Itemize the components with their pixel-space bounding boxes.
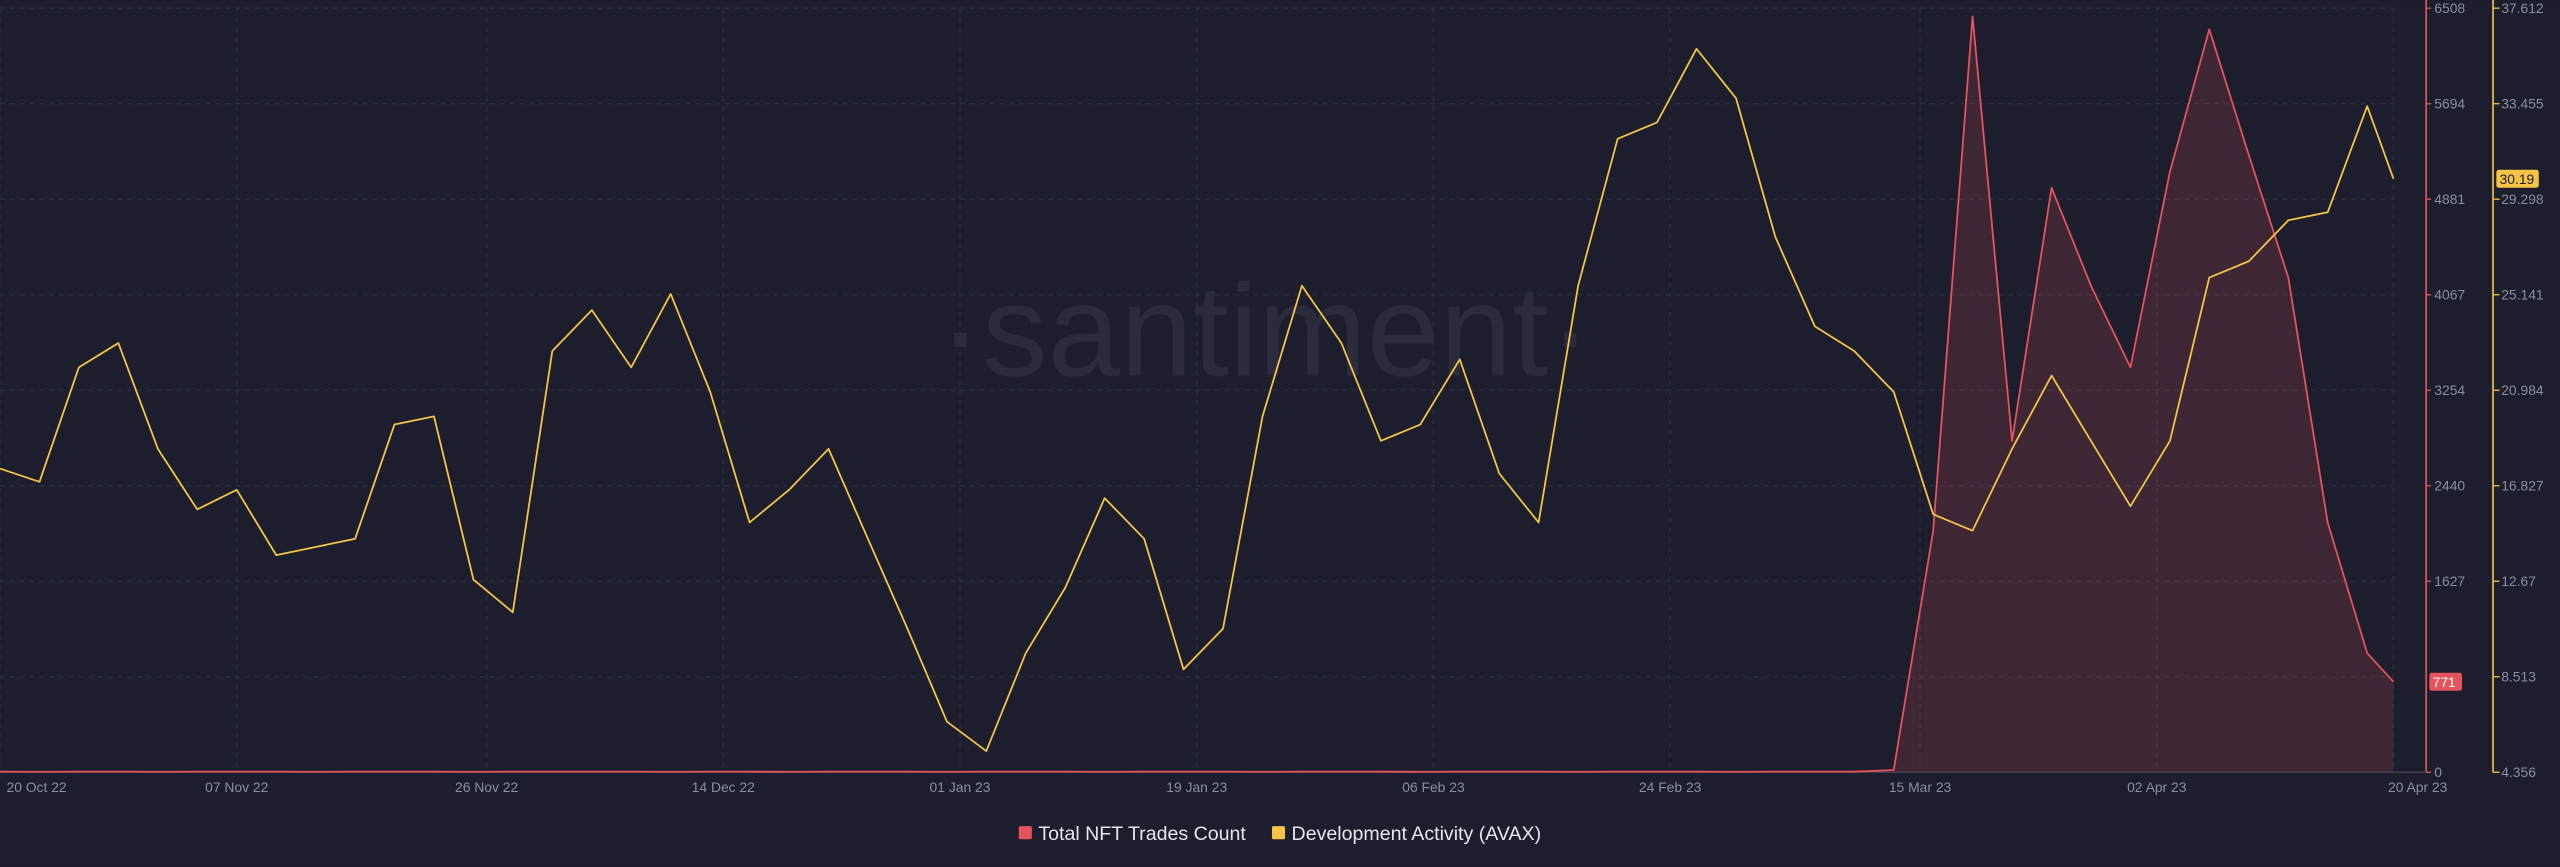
- y-tick-label: 2440: [2434, 478, 2465, 494]
- series-line: [0, 47, 2395, 752]
- y-tick-label: 3254: [2434, 382, 2465, 398]
- series-area: [0, 16, 2394, 773]
- x-tick-label: 02 Apr 23: [2127, 779, 2187, 795]
- y2-tick-label: 16.827: [2501, 478, 2544, 494]
- y-tick-label: 0: [2434, 764, 2442, 780]
- x-tick-label: 06 Feb 23: [1402, 779, 1465, 795]
- y2-tick-label: 29.298: [2501, 191, 2544, 207]
- y-tick-label: 4067: [2434, 287, 2465, 303]
- watermark: ·santiment·: [939, 258, 1592, 404]
- legend-swatch: [1018, 826, 1032, 840]
- x-tick-label: 20 Apr 23: [2388, 779, 2448, 795]
- y2-tick-label: 8.513: [2501, 669, 2536, 685]
- x-tick-label: 26 Nov 22: [455, 779, 518, 795]
- y2-tick-label: 4.356: [2501, 764, 2536, 780]
- x-tick-label: 07 Nov 22: [205, 779, 268, 795]
- x-tick-label: 01 Jan 23: [930, 779, 991, 795]
- y-tick-label: 6508: [2434, 0, 2465, 16]
- y2-tick-label: 25.141: [2501, 287, 2544, 303]
- series-line: [0, 15, 2395, 773]
- x-tick-label: 20 Oct 22: [7, 779, 67, 795]
- last-value-label: 771: [2433, 674, 2456, 690]
- x-tick-label: 19 Jan 23: [1166, 779, 1227, 795]
- y-tick-label: 4881: [2434, 191, 2465, 207]
- legend-swatch: [1271, 826, 1286, 840]
- y2-tick-label: 12.67: [2501, 573, 2536, 589]
- y-tick-label: 1627: [2434, 573, 2465, 589]
- y2-tick-label: 20.984: [2501, 382, 2544, 398]
- y2-tick-label: 33.455: [2501, 96, 2544, 112]
- y-tick-label: 5694: [2434, 96, 2465, 112]
- x-tick-label: 24 Feb 23: [1639, 779, 1702, 795]
- last-value-badge: [2496, 169, 2539, 188]
- x-tick-label: 15 Mar 23: [1889, 779, 1952, 795]
- legend-label: Total NFT Trades Count: [1038, 823, 1246, 845]
- last-value-label: 30.19: [2500, 171, 2535, 187]
- last-value-badge: [2429, 672, 2463, 691]
- x-tick-label: 14 Dec 22: [692, 779, 755, 795]
- y2-tick-label: 37.612: [2501, 0, 2544, 16]
- legend-label: Development Activity (AVAX): [1292, 823, 1542, 845]
